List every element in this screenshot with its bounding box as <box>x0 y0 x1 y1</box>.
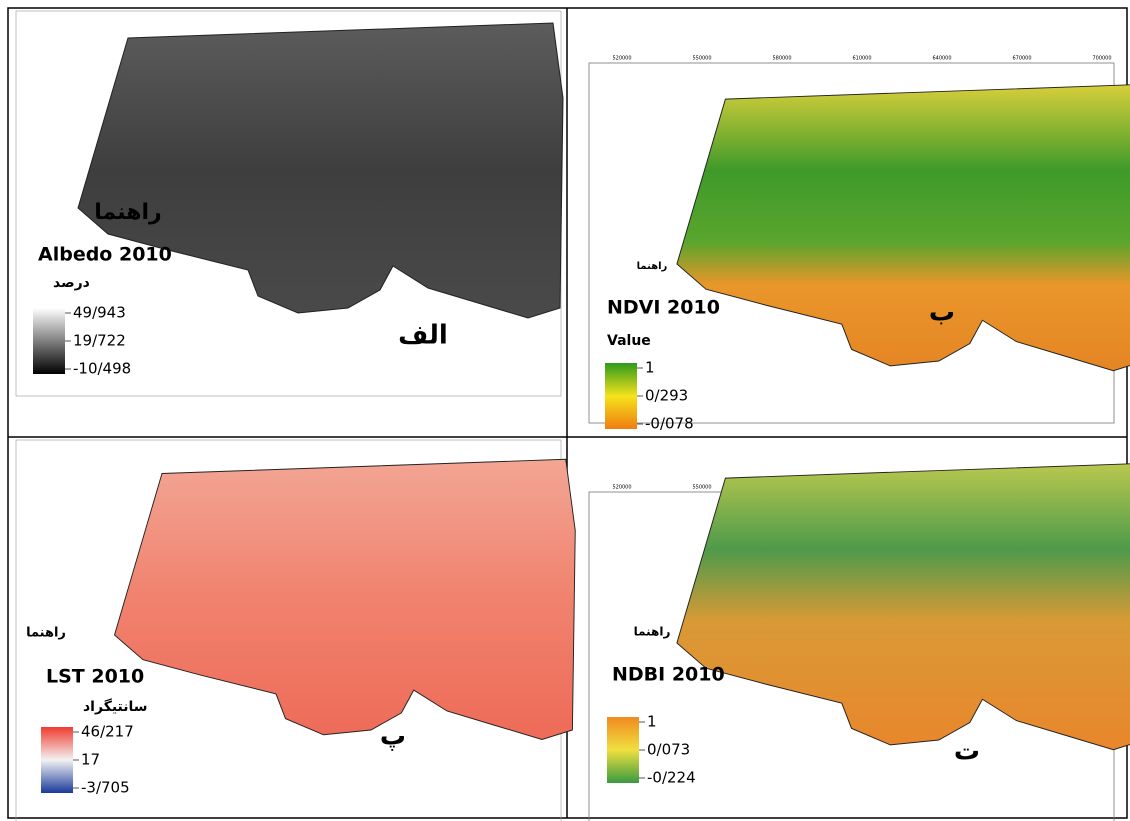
legend-title: Albedo 2010 <box>38 244 172 266</box>
legend-color-bar <box>41 727 73 793</box>
map-region <box>677 85 1130 371</box>
legend-color-bar <box>605 363 637 429</box>
map-panel: راهنما Albedo 2010 درصد 49/943 19/722 -10/498… <box>16 11 563 396</box>
legend-value: -3/705 <box>81 779 130 797</box>
legend-value: 0/073 <box>647 741 690 759</box>
coordinate-label: 520000 <box>612 485 631 491</box>
panel-letter: ب <box>929 298 955 328</box>
legend-unit: Value <box>607 333 651 349</box>
legend-color-bar <box>33 308 65 374</box>
map-region <box>115 459 576 739</box>
map-panel: 520000 550000 580000 610000 640000 670000 7000… <box>589 56 1130 433</box>
legend-value: 1 <box>645 359 655 377</box>
legend-title: LST 2010 <box>46 666 144 688</box>
legend-value: 0/293 <box>645 387 688 405</box>
map-panel: راهنما LST 2010 سانتیگراد 46/217 17 -3/705 پ <box>16 440 575 821</box>
map-region <box>677 464 1130 750</box>
legend-value: -0/078 <box>645 415 694 433</box>
coordinate-label: 610000 <box>852 56 871 62</box>
legend-unit: سانتیگراد <box>83 698 148 715</box>
panel-letter: الف <box>398 321 448 351</box>
legend-value: -0/224 <box>647 769 696 787</box>
legend-guide: راهنما <box>94 200 161 225</box>
legend-title: NDVI 2010 <box>607 297 720 319</box>
legend-guide: راهنما <box>637 261 668 272</box>
map-panel: 5200005500005800006100006400006700007000… <box>589 464 1130 821</box>
legend-value: 19/722 <box>73 332 126 350</box>
legend-value: 49/943 <box>73 304 126 322</box>
coordinate-label: 550000 <box>692 56 711 62</box>
coordinate-label: 670000 <box>1012 56 1031 62</box>
legend-value: 17 <box>81 751 100 769</box>
legend-color-bar <box>607 717 639 783</box>
page: راهنما Albedo 2010 درصد 49/943 19/722 -10/498… <box>0 0 1130 821</box>
legend-value: 46/217 <box>81 723 134 741</box>
legend-value: -10/498 <box>73 360 131 378</box>
legend-unit: درصد <box>53 275 90 291</box>
panel-letter: پ <box>380 722 406 752</box>
coordinate-label: 520000 <box>612 56 631 62</box>
coordinate-label: 700000 <box>1092 56 1111 62</box>
legend-value: 1 <box>647 713 657 731</box>
figure: راهنما Albedo 2010 درصد 49/943 19/722 -10/498… <box>0 0 1130 821</box>
legend-title: NDBI 2010 <box>612 664 725 686</box>
legend-guide: راهنما <box>26 626 66 641</box>
legend-guide: راهنما <box>634 625 671 639</box>
panel-letter: ت <box>954 737 980 767</box>
coordinate-label: 640000 <box>932 56 951 62</box>
coordinate-label: 580000 <box>772 56 791 62</box>
coordinate-label: 550000 <box>692 485 711 491</box>
map-region <box>78 23 563 318</box>
